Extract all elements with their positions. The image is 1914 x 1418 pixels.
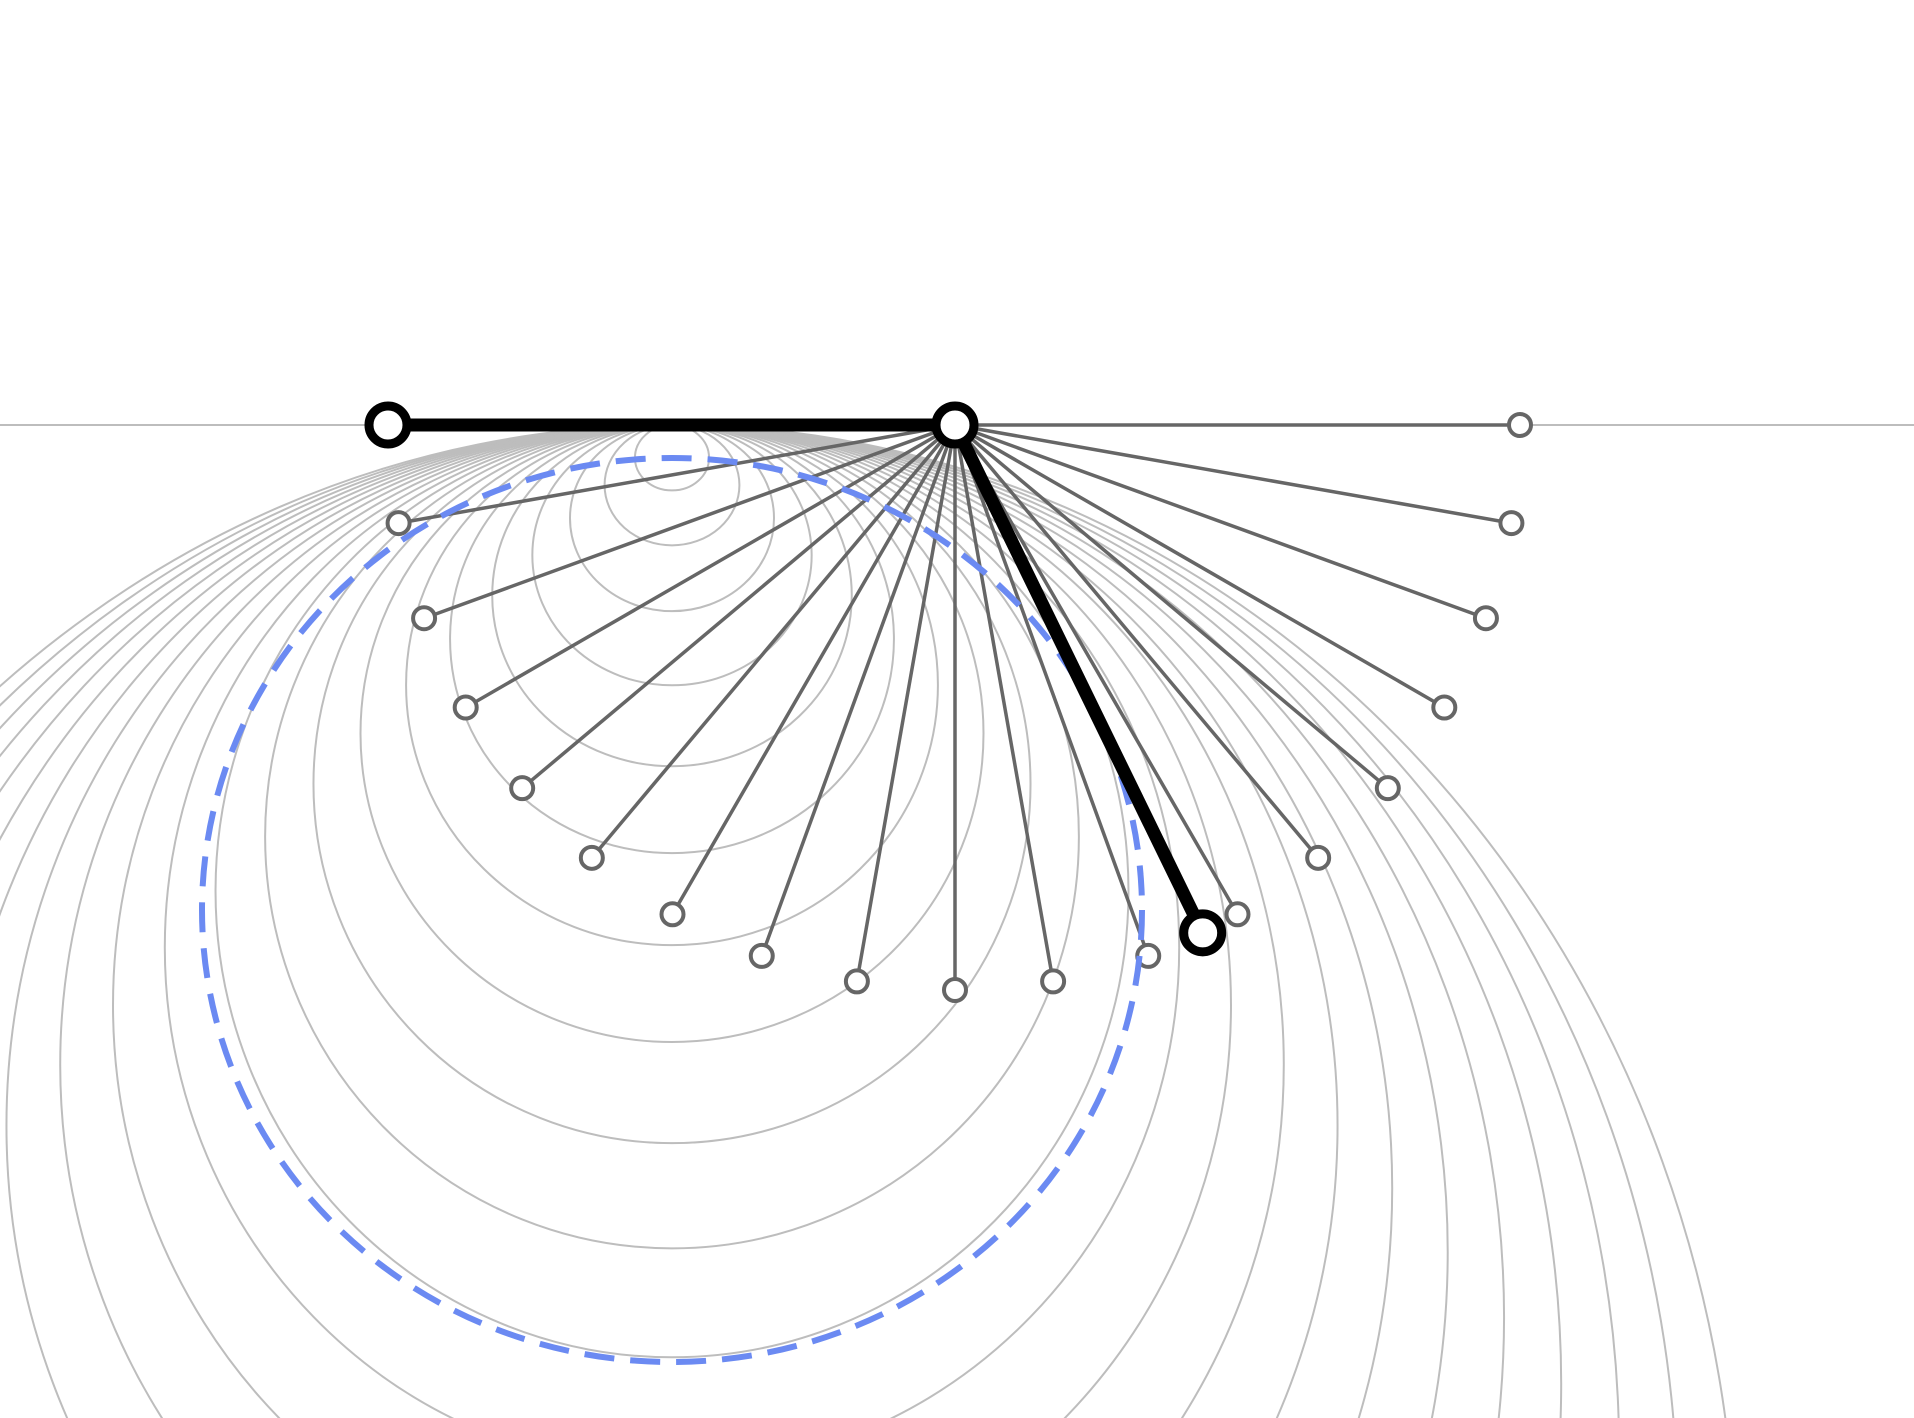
radial-endpoint [1040,968,1067,995]
radial-endpoint [1431,694,1458,721]
curve-family-ellipse [214,424,1130,1359]
radial-endpoint [1374,775,1401,802]
curve-family-ellipse [568,424,776,613]
radial-endpoint [843,968,870,995]
radial-endpoint [385,510,412,537]
linkage [364,401,1227,957]
radial-endpoint [942,977,968,1003]
radial-endpoint [509,775,536,802]
radial-endpoint [411,605,438,632]
pivot-left[interactable] [364,401,412,449]
radial-segment [760,424,957,957]
highlight-curve-group [199,455,1145,1365]
highlight-dashed-curve [199,455,1145,1365]
radial-endpoint [1498,510,1525,537]
radial-fan [385,412,1533,1003]
radial-segment [953,423,1389,790]
radial-endpoint [1472,605,1499,632]
curve-family-ellipse [359,424,985,1043]
radial-endpoint [578,844,605,871]
radial-segment [953,424,1150,957]
radial-segment [423,423,956,620]
radial-segment [590,423,957,859]
radial-endpoint [659,901,686,928]
radial-segment [953,423,1320,859]
radial-segment [954,423,1512,525]
curve-family-ellipse [0,424,1505,1418]
radial-segment [855,424,957,982]
curve-family-ellipse [312,424,1032,1145]
radial-segment [398,423,956,525]
radial-endpoint [1507,412,1533,438]
radial-segment [954,423,1487,620]
radial-segment [954,423,1446,710]
radial-endpoint [452,694,479,721]
radial-segment [953,424,1055,982]
moving-arm [949,422,1209,936]
radial-segment [953,424,1240,916]
radial-endpoint [1224,901,1251,928]
radial-endpoint [748,942,775,969]
arm-tip[interactable] [1179,909,1227,957]
pivot-right[interactable] [931,401,979,449]
radial-endpoint [1305,844,1332,871]
radial-segment [521,423,957,790]
curve-family-ellipse [0,424,1675,1418]
radial-segment [670,424,957,916]
radial-segment [464,423,956,710]
